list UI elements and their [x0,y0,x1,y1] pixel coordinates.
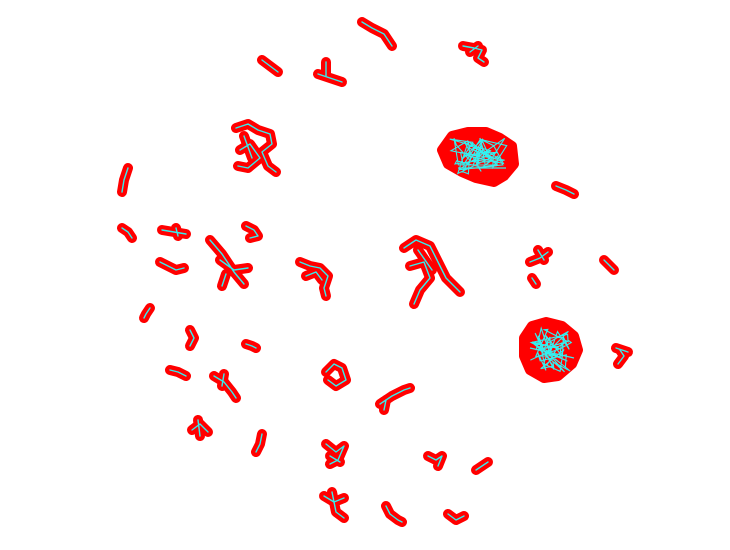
cluster-19-edges [323,491,345,519]
cluster-22 [443,509,469,525]
cluster-25-halo [321,359,351,391]
cluster-23 [471,457,493,475]
cluster-17 [251,429,267,457]
cluster-21 [423,451,447,471]
cluster-27-edges [529,249,549,285]
cluster-16-edges [191,419,209,437]
cluster-20 [381,501,407,527]
cluster-14-edges [169,369,187,377]
cluster-22-edges [447,513,465,521]
cluster-5 [117,163,133,197]
cluster-13-edges [245,343,257,349]
cluster-7 [157,223,191,241]
cluster-28-edges [555,185,575,195]
cluster-17-edges [255,433,263,453]
cluster-16 [187,415,213,441]
cluster-1 [357,17,397,51]
cluster-1-edges [361,21,393,47]
cluster-32 [399,235,465,309]
cluster-5-edges [121,167,129,193]
cluster-11 [139,303,155,323]
cluster-24 [375,383,415,415]
cluster-12 [185,325,199,351]
cluster-33-edges [449,137,508,175]
cluster-3-edges [261,59,279,73]
cluster-8 [241,221,263,243]
cluster-23-edges [475,461,489,471]
cluster-12-edges [189,329,195,347]
cluster-4-halo [313,57,347,87]
cluster-8-edges [245,225,259,239]
cluster-20-edges [385,505,403,523]
cluster-30 [611,343,633,369]
cluster-7-edges [161,227,187,237]
cluster-9-edges [209,239,249,287]
cluster-9 [205,235,253,291]
cluster-19 [319,487,349,523]
cluster-26-edges [299,261,329,297]
cluster-25-edges [325,363,347,387]
cluster-4-edges [317,61,343,83]
cluster-32-edges [403,239,461,305]
cluster-33 [437,127,519,187]
cluster-15 [209,369,241,403]
cluster-3 [257,55,283,77]
cluster-28 [551,181,579,199]
cluster-2-edges [462,45,485,63]
cluster-15-edges [213,373,237,399]
cluster-13 [241,339,261,353]
cluster-10-edges [159,261,185,271]
cluster-24-edges [379,387,411,411]
cluster-30-edges [615,347,629,365]
cluster-34 [519,317,583,383]
cluster-26 [295,257,333,301]
cluster-6-edges [121,227,133,239]
cluster-29 [599,255,619,275]
cluster-11-edges [143,307,151,319]
cluster-2 [458,41,489,67]
cluster-layer [117,17,633,527]
cluster-10 [155,257,189,275]
cluster-34-spoke [529,347,575,359]
cluster-34-edges [529,326,573,373]
cluster-20-halo [381,501,407,527]
cluster-31 [231,119,281,177]
cluster-29-edges [603,259,615,271]
cluster-25 [321,359,351,391]
cluster-1-halo [357,17,397,51]
cluster-18-edges [325,443,345,465]
cluster-31-edges [235,123,277,173]
cluster-21-edges [427,455,443,467]
cluster-4 [313,57,347,87]
cluster-6 [117,223,137,243]
cluster-27 [525,245,553,289]
cluster-14 [165,365,191,381]
cluster-18 [321,439,349,469]
